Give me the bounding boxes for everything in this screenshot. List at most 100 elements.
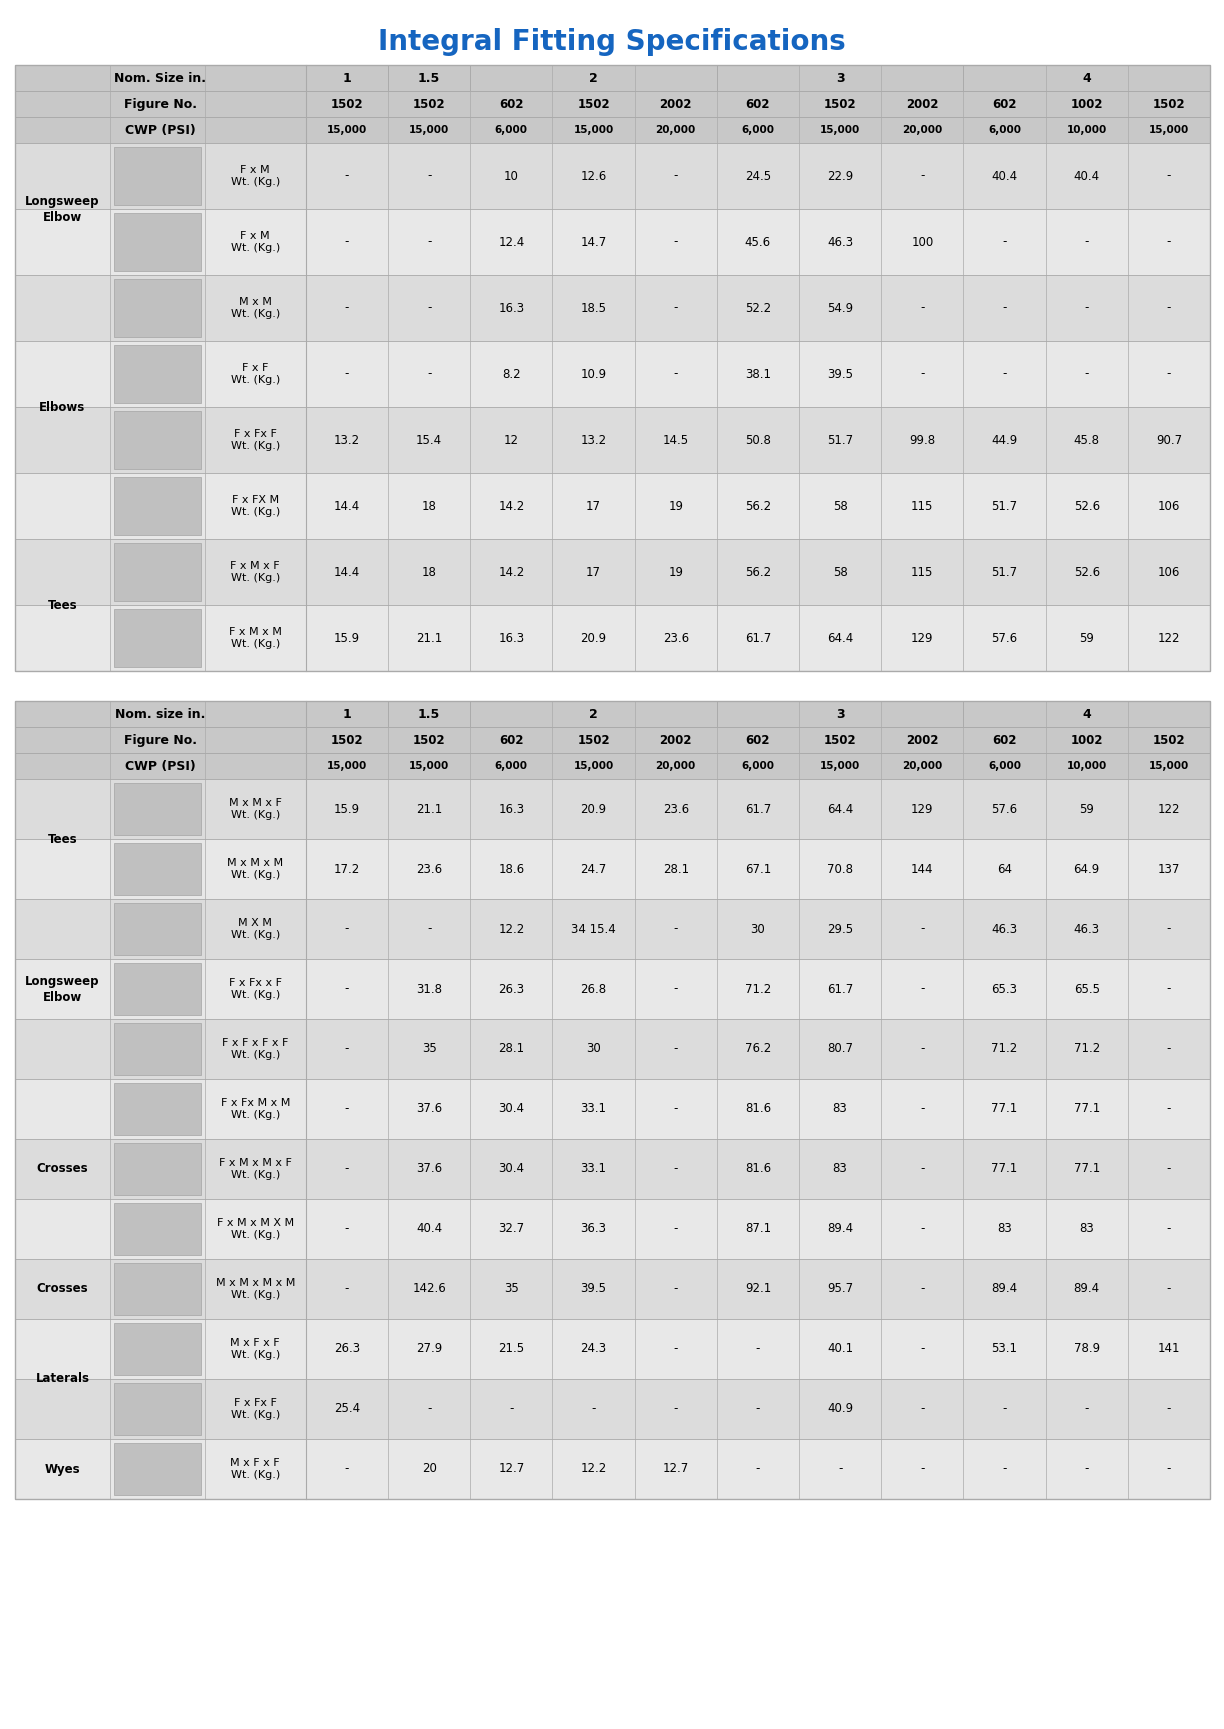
Text: 32.7: 32.7 <box>498 1222 524 1236</box>
Bar <box>114 903 201 954</box>
Text: 1502: 1502 <box>412 97 446 111</box>
Text: 40.4: 40.4 <box>1073 169 1100 183</box>
Text: 33.1: 33.1 <box>580 1162 607 1176</box>
Text: 6,000: 6,000 <box>494 761 528 771</box>
Text: -: - <box>673 235 678 249</box>
Text: 20,000: 20,000 <box>902 761 942 771</box>
Text: 83: 83 <box>998 1222 1012 1236</box>
Bar <box>15 1018 1211 1079</box>
Text: 65.3: 65.3 <box>991 982 1017 996</box>
Text: M x M x M x M
Wt. (Kg.): M x M x M x M Wt. (Kg.) <box>215 1278 295 1300</box>
Text: 18: 18 <box>422 565 437 579</box>
Text: M x F x F
Wt. (Kg.): M x F x F Wt. (Kg.) <box>230 1458 280 1480</box>
Text: 71.2: 71.2 <box>991 1043 1017 1055</box>
Text: 602: 602 <box>745 97 770 111</box>
Text: F x Fx F
Wt. (Kg.): F x Fx F Wt. (Kg.) <box>230 429 280 451</box>
Text: 83: 83 <box>1080 1222 1094 1236</box>
Bar <box>15 726 1211 754</box>
Text: 129: 129 <box>911 802 934 816</box>
Text: -: - <box>1166 1162 1171 1176</box>
Text: 58: 58 <box>832 565 847 579</box>
Text: 13.2: 13.2 <box>334 434 360 446</box>
Text: 8.2: 8.2 <box>502 368 520 380</box>
Bar <box>114 412 201 469</box>
Text: 51.7: 51.7 <box>827 434 853 446</box>
Text: -: - <box>345 1103 349 1115</box>
Text: 1002: 1002 <box>1071 733 1103 747</box>
Text: F x M x M
Wt. (Kg.): F x M x M Wt. (Kg.) <box>229 628 282 648</box>
Text: -: - <box>673 1402 678 1416</box>
Text: -: - <box>1002 301 1006 315</box>
Bar <box>15 754 1211 780</box>
Text: -: - <box>673 923 678 935</box>
Bar <box>114 1082 201 1134</box>
Text: -: - <box>345 235 349 249</box>
Text: -: - <box>427 1402 431 1416</box>
Text: 89.4: 89.4 <box>991 1283 1017 1295</box>
Text: 122: 122 <box>1158 631 1180 645</box>
Text: -: - <box>1002 1463 1006 1475</box>
Text: 2002: 2002 <box>660 97 692 111</box>
Bar <box>114 963 201 1015</box>
Text: 1502: 1502 <box>824 97 857 111</box>
Text: Nom. Size in.: Nom. Size in. <box>114 71 207 85</box>
Text: -: - <box>673 1103 678 1115</box>
Text: 15,000: 15,000 <box>573 761 613 771</box>
Text: 2: 2 <box>589 707 597 721</box>
Text: 15.4: 15.4 <box>416 434 442 446</box>
Text: 24.7: 24.7 <box>580 863 607 875</box>
Text: 26.8: 26.8 <box>580 982 607 996</box>
Text: 81.6: 81.6 <box>745 1103 771 1115</box>
Text: 26.3: 26.3 <box>334 1342 360 1356</box>
Text: M x M
Wt. (Kg.): M x M Wt. (Kg.) <box>230 297 280 320</box>
Text: 16.3: 16.3 <box>498 802 524 816</box>
Text: 90.7: 90.7 <box>1155 434 1182 446</box>
Text: -: - <box>920 169 924 183</box>
Text: -: - <box>673 1342 678 1356</box>
Text: 61.7: 61.7 <box>744 802 771 816</box>
Text: 46.3: 46.3 <box>1073 923 1100 935</box>
Text: 3: 3 <box>836 707 845 721</box>
Text: 1: 1 <box>343 71 351 85</box>
Text: 99.8: 99.8 <box>909 434 935 446</box>
Text: 129: 129 <box>911 631 934 645</box>
Text: 21.5: 21.5 <box>498 1342 524 1356</box>
Text: 71.2: 71.2 <box>1073 1043 1100 1055</box>
Text: 56.2: 56.2 <box>745 565 771 579</box>
Text: 20,000: 20,000 <box>656 761 696 771</box>
Text: 71.2: 71.2 <box>744 982 771 996</box>
Text: 40.1: 40.1 <box>827 1342 853 1356</box>
Text: F x M x F
Wt. (Kg.): F x M x F Wt. (Kg.) <box>230 560 280 583</box>
Text: -: - <box>1084 301 1089 315</box>
Text: -: - <box>920 1103 924 1115</box>
Text: 30.4: 30.4 <box>498 1162 524 1176</box>
Text: 4: 4 <box>1082 707 1091 721</box>
Text: 40.9: 40.9 <box>827 1402 853 1416</box>
Text: 12.7: 12.7 <box>662 1463 689 1475</box>
Text: 28.1: 28.1 <box>498 1043 524 1055</box>
Text: -: - <box>1166 1463 1171 1475</box>
Text: -: - <box>1166 1103 1171 1115</box>
Text: -: - <box>345 1283 349 1295</box>
Text: 12.4: 12.4 <box>498 235 524 249</box>
Text: 45.8: 45.8 <box>1073 434 1099 446</box>
Text: -: - <box>920 1043 924 1055</box>
Text: 144: 144 <box>911 863 934 875</box>
Text: 14.2: 14.2 <box>498 565 524 579</box>
Text: -: - <box>920 1463 924 1475</box>
Text: Integral Fitting Specifications: Integral Fitting Specifications <box>378 28 846 55</box>
Text: -: - <box>345 1043 349 1055</box>
Text: -: - <box>920 368 924 380</box>
Bar <box>15 66 1211 92</box>
Text: -: - <box>1166 368 1171 380</box>
Text: -: - <box>1166 301 1171 315</box>
Bar <box>114 1143 201 1195</box>
Bar <box>15 700 1211 1499</box>
Text: 1: 1 <box>343 707 351 721</box>
Text: 52.6: 52.6 <box>1073 500 1100 512</box>
Text: 51.7: 51.7 <box>991 500 1017 512</box>
Text: 24.3: 24.3 <box>580 1342 607 1356</box>
Text: 19: 19 <box>668 565 683 579</box>
Text: 18.5: 18.5 <box>580 301 607 315</box>
Text: 3: 3 <box>836 71 845 85</box>
